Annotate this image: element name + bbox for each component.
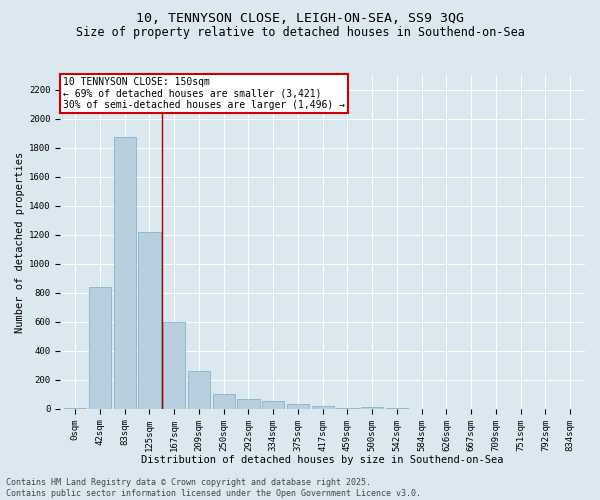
Text: Contains HM Land Registry data © Crown copyright and database right 2025.
Contai: Contains HM Land Registry data © Crown c… [6, 478, 421, 498]
Bar [361, 407, 383, 409]
Bar [212, 394, 235, 409]
Bar [113, 138, 136, 409]
Bar [163, 322, 185, 409]
Text: 10, TENNYSON CLOSE, LEIGH-ON-SEA, SS9 3QG: 10, TENNYSON CLOSE, LEIGH-ON-SEA, SS9 3Q… [136, 12, 464, 26]
Bar [311, 406, 334, 409]
X-axis label: Distribution of detached houses by size in Southend-on-Sea: Distribution of detached houses by size … [142, 455, 504, 465]
Bar [287, 404, 309, 409]
Y-axis label: Number of detached properties: Number of detached properties [15, 152, 25, 332]
Bar [262, 401, 284, 409]
Bar [139, 232, 161, 409]
Bar [238, 398, 260, 409]
Bar [64, 408, 86, 409]
Bar [337, 408, 359, 409]
Text: 10 TENNYSON CLOSE: 150sqm
← 69% of detached houses are smaller (3,421)
30% of se: 10 TENNYSON CLOSE: 150sqm ← 69% of detac… [63, 76, 345, 110]
Bar [89, 287, 111, 409]
Text: Size of property relative to detached houses in Southend-on-Sea: Size of property relative to detached ho… [76, 26, 524, 39]
Bar [188, 371, 210, 409]
